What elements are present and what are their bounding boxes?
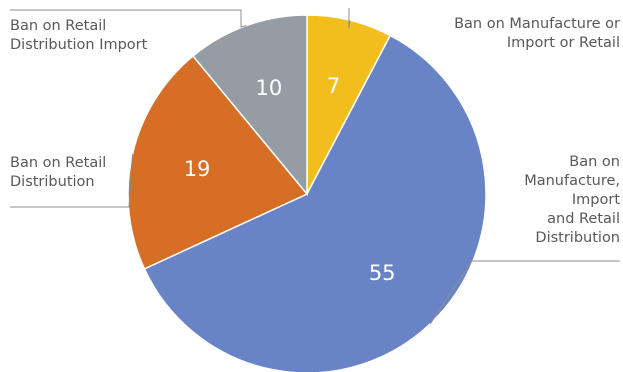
category-label-line: Ban on xyxy=(569,154,620,170)
category-label-line: Ban on Retail xyxy=(10,18,106,34)
leader-line-retail-distribution-import xyxy=(10,9,247,28)
category-label-line: Manufacture, xyxy=(524,173,620,189)
value-label-manufacture-or-import-or-retail: 7 xyxy=(327,74,340,98)
category-label-retail-distribution-import: Ban on Retail Distribution Import xyxy=(10,18,148,53)
category-label-manufacture-import-retail-distribution: Ban on Manufacture, Import and Retail Distri… xyxy=(524,154,620,246)
value-label-retail-distribution-import: 10 xyxy=(255,76,282,100)
category-label-line: Distribution xyxy=(535,230,620,246)
category-label-line: Distribution Import xyxy=(10,37,148,53)
leader-line-retail-distribution xyxy=(10,154,133,208)
category-label-line: Ban on Manufacture or xyxy=(454,16,620,32)
category-label-line: and Retail xyxy=(547,211,620,227)
category-label-line: Import or Retail xyxy=(507,35,620,51)
category-labels: Ban on Manufacture or Import or RetailBan… xyxy=(10,16,620,246)
category-label-line: Distribution xyxy=(10,174,95,190)
pie-slices xyxy=(127,14,487,372)
category-label-line: Import xyxy=(572,192,620,208)
leader-line-manufacture-or-import-or-retail xyxy=(348,8,351,29)
category-label-line: Ban on Retail xyxy=(10,155,106,171)
category-label-manufacture-or-import-or-retail: Ban on Manufacture or Import or Retail xyxy=(454,16,620,51)
value-label-manufacture-import-retail-distribution: 55 xyxy=(369,261,396,285)
value-labels: 7 55 19 10 xyxy=(184,74,396,285)
value-label-retail-distribution: 19 xyxy=(184,157,211,181)
leader-lines xyxy=(10,8,620,325)
category-label-retail-distribution: Ban on Retail Distribution xyxy=(10,155,106,190)
leader-line-manufacture-import-retail-distribution xyxy=(429,260,620,325)
